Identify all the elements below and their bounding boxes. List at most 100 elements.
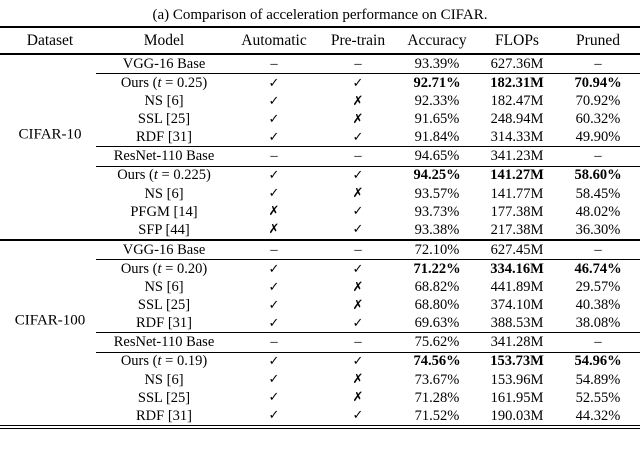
pretrain-cell: ✗ (352, 297, 364, 313)
model-cell: Ours (t = 0.225) (117, 167, 211, 184)
flops-cell: 141.27M (490, 167, 544, 184)
accuracy-cell: 91.84% (414, 129, 460, 146)
pruned-cell: 54.89% (575, 371, 621, 388)
pruned-cell: 52.55% (575, 389, 621, 406)
automatic-cell: ✓ (268, 315, 280, 331)
column-header-pretrain: Pre-train (330, 31, 386, 49)
pretrain-cell: ✗ (352, 372, 364, 388)
flops-cell: 190.03M (490, 407, 544, 424)
table-row: SSL [25] ✓ ✗ 71.28% 161.95M 52.55% (100, 389, 640, 407)
accuracy-cell: 94.65% (414, 148, 460, 165)
header-row: Dataset Model Automatic Pre-train Accura… (0, 28, 640, 53)
accuracy-cell: 93.38% (414, 221, 460, 238)
bottom-rule (0, 425, 640, 429)
pruned-cell: 58.60% (574, 167, 622, 184)
flops-cell: 374.10M (490, 296, 544, 313)
flops-cell: 217.38M (490, 221, 544, 238)
table-row: Ours (t = 0.19) ✓ ✓ 74.56% 153.73M 54.96% (100, 353, 640, 371)
group-separator-rule (96, 165, 640, 167)
accuracy-cell: 93.57% (414, 185, 460, 202)
flops-cell: 388.53M (490, 315, 544, 332)
pruned-cell: 49.90% (575, 129, 621, 146)
automatic-cell: ✓ (268, 93, 280, 109)
accuracy-cell: 93.39% (414, 55, 460, 72)
table-row: ResNet-110 Base – – 75.62% 341.28M – (100, 333, 640, 351)
table-row: ResNet-110 Base – – 94.65% 341.23M – (100, 147, 640, 165)
flops-cell: 334.16M (490, 260, 544, 277)
column-header-model: Model (143, 31, 185, 49)
accuracy-cell: 92.33% (414, 92, 460, 109)
accuracy-cell: 91.65% (414, 110, 460, 127)
pretrain-cell: ✗ (352, 186, 364, 202)
table-row: VGG-16 Base – – 93.39% 627.36M – (100, 55, 640, 73)
pretrain-cell: ✗ (352, 93, 364, 109)
accuracy-cell: 68.80% (414, 296, 460, 313)
group-separator-rule (96, 351, 640, 353)
pretrain-cell: ✓ (352, 261, 364, 277)
pretrain-cell: – (354, 55, 362, 72)
pretrain-cell: ✓ (352, 75, 364, 91)
pruned-cell: 40.38% (575, 296, 621, 313)
table-row: SFP [44] ✗ ✓ 93.38% 217.38M 36.30% (100, 221, 640, 239)
accuracy-cell: 74.56% (413, 353, 461, 370)
group-separator-rule (96, 146, 640, 148)
flops-cell: 182.31M (490, 74, 544, 91)
accuracy-cell: 69.63% (414, 315, 460, 332)
column-header-pruned: Pruned (576, 31, 620, 49)
column-header-accuracy: Accuracy (407, 31, 467, 49)
bottom-rule-lower (0, 427, 640, 429)
model-cell: Ours (t = 0.19) (120, 353, 208, 370)
pruned-cell: 38.08% (575, 315, 621, 332)
automatic-cell: ✓ (268, 129, 280, 145)
group-separator-rule (96, 258, 640, 260)
accuracy-cell: 72.10% (414, 241, 460, 258)
pretrain-cell: – (354, 334, 362, 351)
automatic-cell: ✓ (268, 354, 280, 370)
automatic-cell: ✓ (268, 279, 280, 295)
pretrain-cell: ✓ (352, 408, 364, 424)
pruned-cell: 54.96% (574, 353, 622, 370)
table-row: Ours (t = 0.20) ✓ ✓ 71.22% 334.16M 46.74% (100, 260, 640, 278)
pretrain-cell: ✓ (352, 354, 364, 370)
model-cell: Ours (t = 0.25) (120, 74, 208, 91)
model-cell: ResNet-110 Base (113, 148, 215, 165)
dataset-section: CIFAR-100 VGG-16 Base – – 72.10% 627.45M – Ours… (0, 241, 640, 425)
pruned-cell: 44.32% (575, 407, 621, 424)
automatic-cell: ✓ (268, 75, 280, 91)
accuracy-cell: 92.71% (413, 74, 461, 91)
flops-cell: 248.94M (490, 110, 544, 127)
table-row: SSL [25] ✓ ✗ 68.80% 374.10M 40.38% (100, 296, 640, 314)
pruned-cell: 29.57% (575, 278, 621, 295)
model-cell: NS [6] (144, 185, 184, 202)
group-separator-rule (96, 332, 640, 334)
flops-cell: 177.38M (490, 203, 544, 220)
table-row: NS [6] ✓ ✗ 73.67% 153.96M 54.89% (100, 371, 640, 389)
section-separator-rule (0, 239, 640, 241)
column-header-flops: FLOPs (495, 31, 539, 49)
accuracy-cell: 94.25% (413, 167, 461, 184)
model-cell: SSL [25] (137, 389, 191, 406)
accuracy-cell: 68.82% (414, 278, 460, 295)
automatic-cell: – (270, 334, 278, 351)
pretrain-cell: ✓ (352, 222, 364, 238)
pruned-cell: – (594, 55, 602, 72)
dataset-label: CIFAR-10 (18, 126, 82, 143)
automatic-cell: ✓ (268, 297, 280, 313)
flops-cell: 627.45M (490, 241, 544, 258)
flops-cell: 153.96M (490, 371, 544, 388)
accuracy-cell: 75.62% (414, 334, 460, 351)
table-row: RDF [31] ✓ ✓ 69.63% 388.53M 38.08% (100, 314, 640, 332)
model-cell: NS [6] (144, 371, 184, 388)
automatic-cell: ✓ (268, 390, 280, 406)
pretrain-cell: ✓ (352, 168, 364, 184)
model-cell: VGG-16 Base (122, 55, 206, 72)
flops-cell: 153.73M (490, 353, 544, 370)
automatic-cell: ✓ (268, 186, 280, 202)
table-row: Ours (t = 0.225) ✓ ✓ 94.25% 141.27M 58.60% (100, 167, 640, 185)
flops-cell: 441.89M (490, 278, 544, 295)
pruned-cell: – (594, 241, 602, 258)
pretrain-cell: ✓ (352, 129, 364, 145)
automatic-cell: ✓ (268, 372, 280, 388)
top-rule (0, 26, 640, 28)
